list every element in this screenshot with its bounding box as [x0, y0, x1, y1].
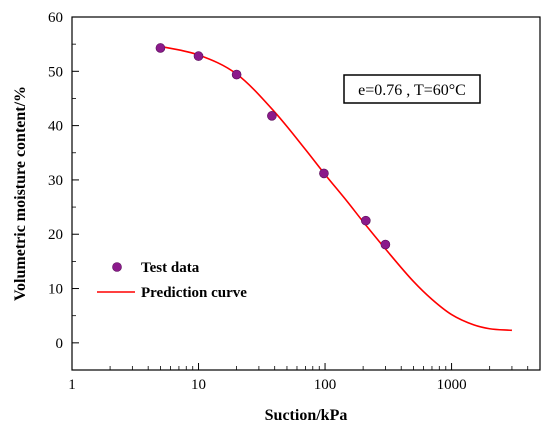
- axes-layer: 1 10 100 1000 0 10 20 30 40 50 60: [48, 10, 541, 393]
- y-tick-label: 60: [48, 10, 63, 26]
- x-axis-title: Suction/kPa: [265, 407, 348, 424]
- test-data-point: [319, 168, 329, 179]
- test-data-point: [267, 111, 277, 121]
- legend-prediction-curve-label: Prediction curve: [141, 285, 247, 301]
- x-tick-label: 10: [191, 377, 206, 393]
- y-tick-label: 0: [56, 336, 64, 352]
- legend: Test data Prediction curve: [97, 260, 247, 301]
- y-tick-label: 30: [48, 173, 63, 189]
- plot-frame: [71, 16, 541, 371]
- y-tick-label: 50: [48, 64, 63, 80]
- test-data-point: [231, 69, 242, 80]
- test-data-point: [380, 239, 391, 250]
- points-layer: [155, 43, 391, 250]
- annotation-box: e=0.76 , T=60°C: [343, 74, 481, 104]
- x-tick-label: 100: [314, 377, 337, 393]
- legend-test-data-label: Test data: [141, 260, 200, 276]
- y-axis-title: Volumetric moisture content/%: [12, 86, 29, 301]
- legend-test-data-marker: [112, 262, 122, 272]
- y-tick-label: 40: [48, 119, 63, 135]
- y-tick-label: 20: [48, 227, 63, 243]
- annotation-frame: [343, 74, 481, 104]
- test-data-point: [155, 43, 166, 53]
- y-tick-label: 10: [48, 282, 63, 298]
- x-tick-label: 1: [68, 377, 76, 393]
- test-data-point: [193, 51, 204, 61]
- x-tick-label: 1000: [437, 377, 467, 393]
- annotation-text: e=0.76 , T=60°C: [358, 82, 466, 99]
- test-data-point: [361, 215, 371, 226]
